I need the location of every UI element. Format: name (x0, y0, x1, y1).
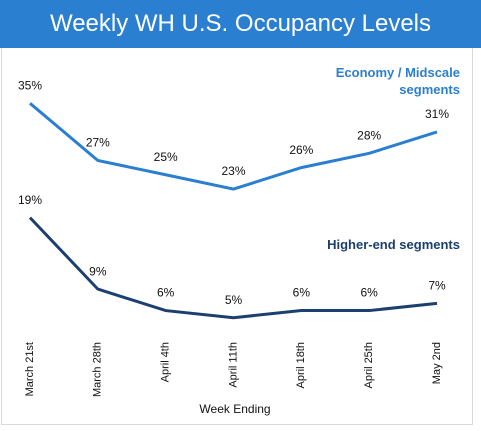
data-label: 27% (86, 136, 110, 150)
data-label: 26% (289, 143, 313, 157)
data-label: 28% (357, 128, 381, 142)
data-label: 6% (293, 286, 311, 300)
data-label: 31% (425, 107, 449, 121)
data-label: 25% (154, 150, 178, 164)
data-label: 5% (225, 293, 243, 307)
x-tick-label: March 21st (24, 342, 36, 396)
chart-title: Weekly WH U.S. Occupancy Levels (0, 0, 481, 48)
data-label: 35% (18, 78, 42, 92)
x-tick-label: April 11th (227, 342, 239, 388)
x-tick-label: April 18th (295, 342, 307, 388)
x-tick-label: April 4th (160, 342, 172, 382)
x-tick-label: March 28th (92, 342, 104, 397)
x-tick-label: May 2nd (431, 342, 443, 384)
legend-label: Economy / Midscale segments (335, 65, 460, 97)
data-label: 9% (89, 264, 107, 278)
series-line (29, 102, 438, 191)
data-label: 19% (18, 193, 42, 207)
data-label: 6% (360, 286, 378, 300)
x-tick-label: April 25th (363, 342, 375, 388)
data-label: 6% (157, 286, 175, 300)
data-label: 23% (221, 164, 245, 178)
legend-label: Higher-end segments (327, 237, 460, 252)
x-axis-title: Week Ending (199, 402, 270, 416)
series-line (28, 216, 438, 320)
chart-frame (1, 48, 473, 425)
data-label: 7% (428, 279, 446, 293)
